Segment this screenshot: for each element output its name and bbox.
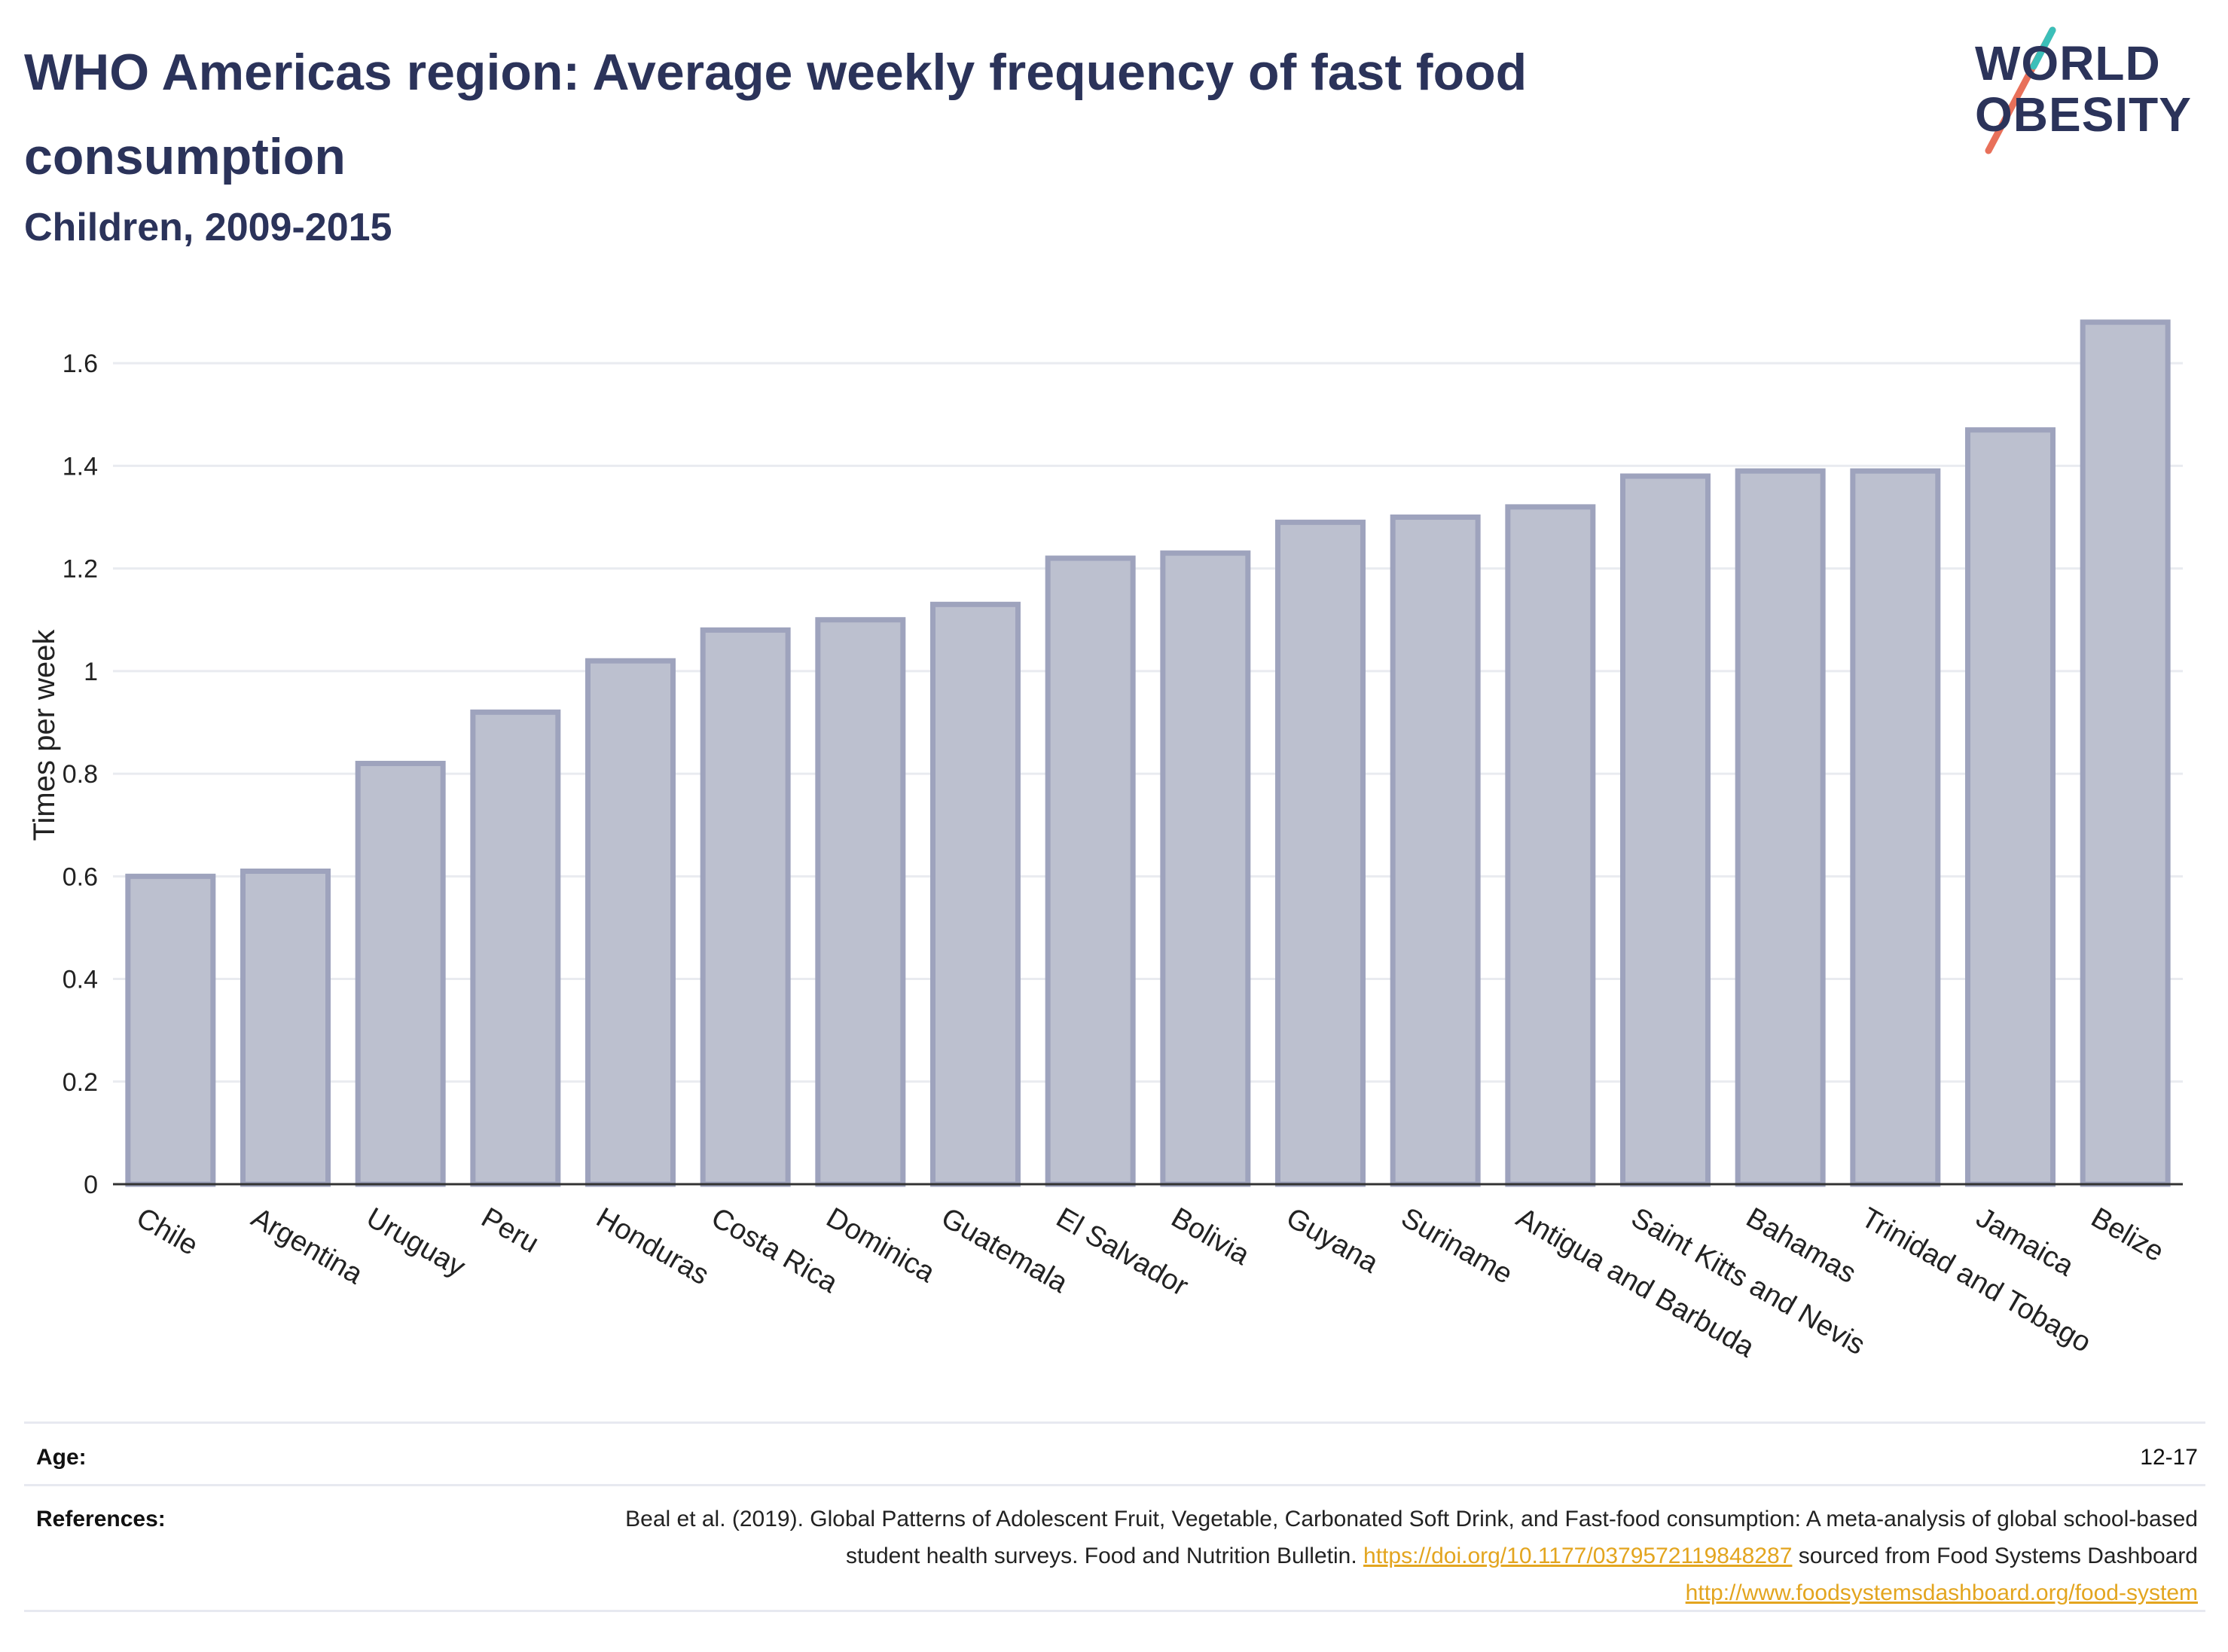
y-tick-label: 0 — [84, 1171, 98, 1199]
x-tick-label: Suriname — [1396, 1202, 1518, 1290]
bar — [1275, 519, 1366, 1187]
x-tick-label: Costa Rica — [706, 1202, 844, 1299]
bar — [355, 760, 446, 1187]
x-tick-label: Belize — [2086, 1202, 2169, 1268]
reference-dashboard-link[interactable]: http://www.foodsystemsdashboard.org/food… — [1685, 1580, 2198, 1605]
chart-subtitle: Children, 2009-2015 — [24, 206, 392, 249]
bar — [930, 601, 1021, 1187]
table-divider-middle — [24, 1484, 2205, 1486]
bar — [815, 617, 906, 1187]
x-tick-label: Bolivia — [1166, 1202, 1256, 1272]
bar — [125, 873, 216, 1187]
bar — [470, 709, 561, 1187]
y-tick-label: 0.2 — [63, 1068, 98, 1097]
x-tick-label: Honduras — [591, 1202, 715, 1291]
y-tick-label: 1 — [84, 658, 98, 686]
chart-title: WHO Americas region: Average weekly freq… — [24, 44, 1528, 185]
y-tick-label: 0.4 — [63, 966, 98, 994]
reference-text-part-2: sourced from Food Systems Dashboard — [1798, 1544, 2198, 1568]
bar — [2080, 319, 2171, 1187]
y-axis-title: Times per week — [28, 629, 61, 841]
y-tick-label: 1.2 — [63, 555, 98, 584]
y-tick-label: 0.6 — [63, 863, 98, 891]
bar — [1390, 515, 1481, 1187]
x-tick-label: Guyana — [1281, 1202, 1384, 1279]
reference-doi-link[interactable]: https://doi.org/10.1177/0379572119848287 — [1363, 1544, 1793, 1568]
y-tick-label: 0.8 — [63, 760, 98, 789]
table-divider-top — [24, 1421, 2205, 1424]
y-tick-label: 1.4 — [63, 452, 98, 481]
bar — [1045, 555, 1136, 1187]
x-tick-label: Chile — [131, 1202, 203, 1262]
y-tick-label: 1.6 — [63, 350, 98, 378]
logo-slash-icon — [1985, 26, 2056, 154]
bar — [1850, 468, 1941, 1187]
logo-text-world: WORLD — [1975, 36, 2161, 90]
table-divider-bottom — [24, 1610, 2205, 1612]
x-tick-label: Guatemala — [936, 1202, 1074, 1299]
bar — [1505, 504, 1596, 1187]
age-label: Age: — [36, 1445, 87, 1470]
x-tick-label: Peru — [476, 1202, 545, 1260]
bar — [240, 869, 331, 1187]
x-tick-label: Argentina — [246, 1202, 369, 1290]
reference-text-part-1: Beal et al. (2019). Global Patterns of A… — [625, 1507, 2198, 1568]
logo-slash-teal — [2030, 26, 2056, 70]
world-obesity-logo: WORLD OBESITY — [1958, 23, 2214, 158]
bar — [700, 627, 791, 1187]
bar — [585, 658, 676, 1187]
bar — [1160, 550, 1251, 1187]
references-label: References: — [36, 1507, 166, 1531]
logo-text-obesity: OBESITY — [1975, 87, 2192, 142]
bar — [1620, 473, 1711, 1187]
age-value: 12-17 — [2140, 1445, 2198, 1470]
bar — [1965, 427, 2056, 1187]
bar — [1735, 468, 1826, 1187]
references-text: Beal et al. (2019). Global Patterns of A… — [556, 1501, 2198, 1611]
x-tick-label: Uruguay — [361, 1202, 470, 1283]
bar-chart: 0 0.2 0.4 0.6 0.8 1 1.2 1.4 1.6 Chile ArgentinaUru… — [28, 319, 2183, 1364]
